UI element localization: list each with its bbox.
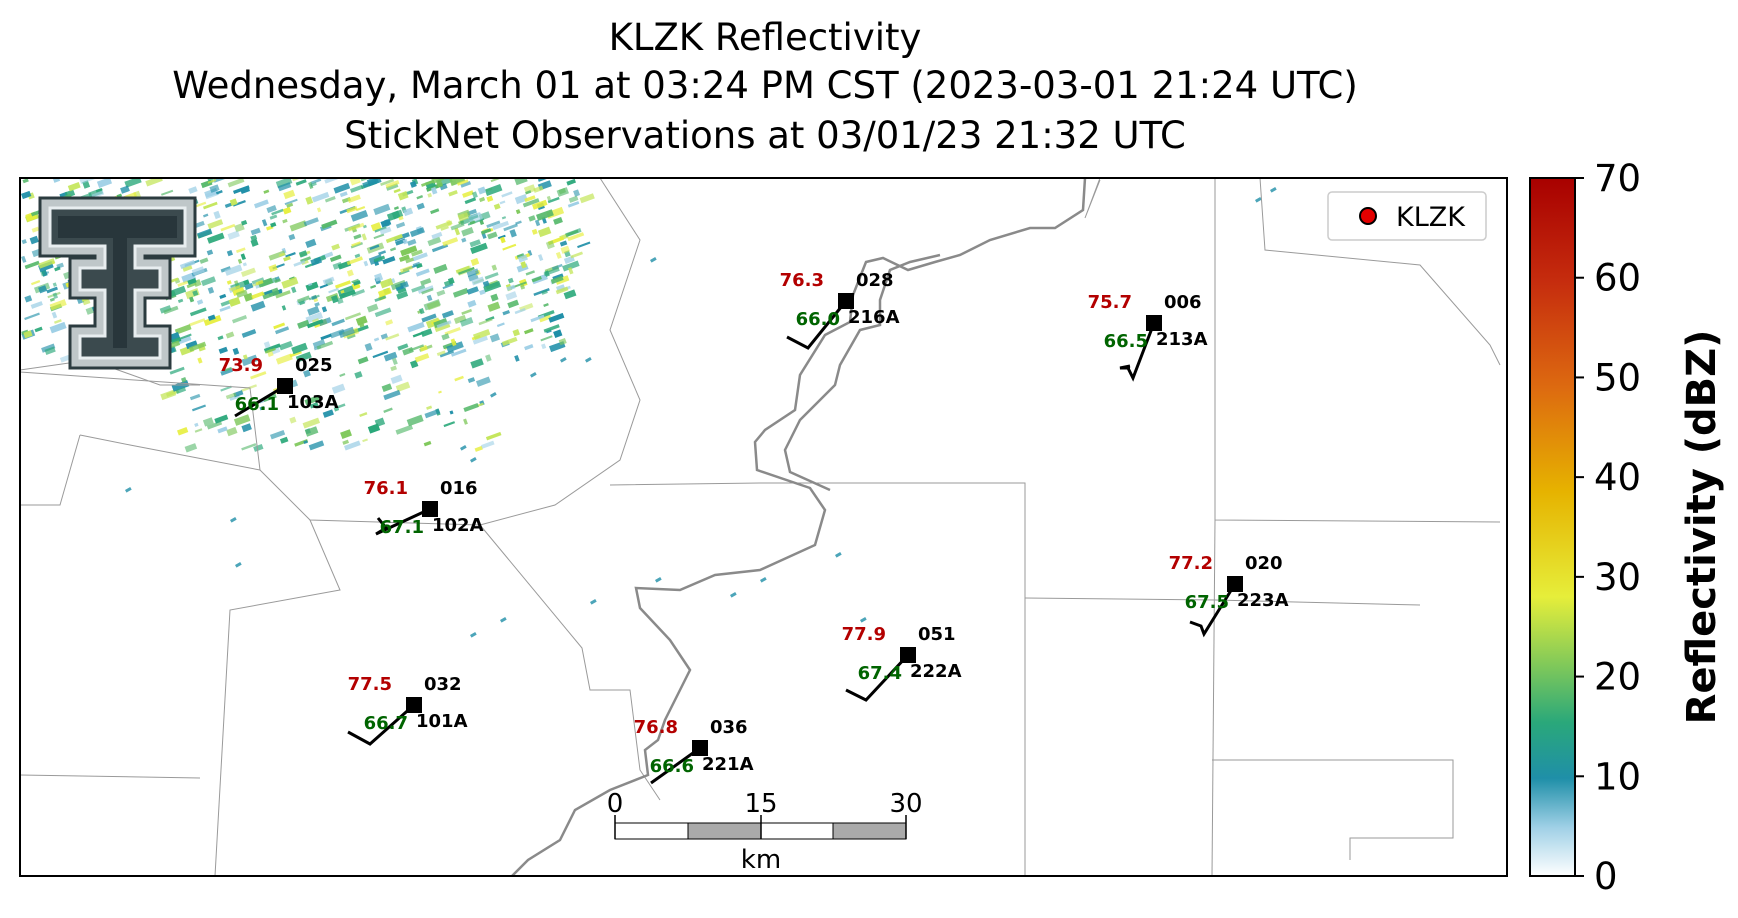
station-id: 016: [440, 478, 478, 499]
station-id: 028: [856, 270, 894, 291]
wind-barb-icon: [1119, 322, 1156, 382]
station-036: 76.8 036 66.6 221A: [634, 717, 754, 785]
scalebar-tick-0: 0: [607, 789, 624, 819]
station-temperature: 77.5: [348, 674, 392, 695]
station-dewpoint: 66.5: [1104, 331, 1148, 352]
station-id: 006: [1164, 292, 1202, 313]
station-temperature: 76.3: [780, 270, 824, 291]
station-id: 032: [424, 674, 462, 695]
station-id: 051: [918, 624, 956, 645]
station-032: 77.5 032 66.7 101A: [347, 674, 468, 746]
station-probe-id: 222A: [910, 661, 962, 682]
colorbar-tick-label: 70: [1594, 157, 1641, 200]
station-probe-id: 103A: [287, 392, 339, 413]
station-025: 73.9 025 66.1 103A: [219, 355, 339, 418]
station-id: 025: [295, 355, 333, 376]
station-dewpoint: 66.7: [364, 713, 408, 734]
map-border: [19, 177, 1508, 877]
station-probe-id: 223A: [1237, 590, 1289, 611]
station-temperature: 77.2: [1169, 553, 1213, 574]
station-marker-icon: [422, 501, 438, 517]
wind-barb-icon: [1189, 583, 1237, 638]
legend-marker-icon: [1359, 207, 1377, 225]
wind-barb-icon: [786, 300, 848, 350]
colorbar-tick-label: 60: [1594, 257, 1641, 300]
station-temperature: 73.9: [219, 355, 263, 376]
station-dewpoint: 66.1: [235, 394, 279, 415]
station-marker-icon: [406, 697, 422, 713]
wind-barb-icon: [347, 703, 415, 746]
station-marker-icon: [692, 740, 708, 756]
title-line-1: KLZK Reflectivity: [608, 16, 922, 59]
station-dewpoint: 67.5: [1185, 592, 1229, 613]
wind-barb-icon: [375, 507, 431, 536]
title-line-3: StickNet Observations at 03/01/23 21:32 …: [344, 114, 1186, 157]
station-probe-id: 101A: [416, 711, 468, 732]
scalebar-tick-30: 30: [889, 789, 922, 819]
scalebar-unit: km: [741, 845, 781, 875]
station-dewpoint: 66.6: [650, 756, 694, 777]
wind-barb-icon: [845, 653, 910, 702]
station-temperature: 76.1: [364, 478, 408, 499]
legend-label: KLZK: [1396, 202, 1466, 233]
title-line-2: Wednesday, March 01 at 03:24 PM CST (202…: [172, 64, 1358, 107]
station-020: 77.2 020 67.5 223A: [1169, 553, 1289, 638]
station-temperature: 76.8: [634, 717, 678, 738]
station-028: 76.3 028 66.0 216A: [780, 270, 900, 350]
colorbar: 70 60 50 40 30 20 10 0 Reflectivity (dBZ): [1529, 157, 1725, 898]
station-marker-icon: [900, 647, 916, 663]
colorbar-tick-label: 0: [1594, 855, 1618, 898]
wind-barb-icon: [234, 384, 286, 418]
station-marker-icon: [1146, 315, 1162, 331]
colorbar-label: Reflectivity (dBZ): [1679, 330, 1725, 725]
station-marker-icon: [838, 293, 854, 309]
station-006: 75.7 006 66.5 213A: [1088, 292, 1208, 382]
station-id: 036: [710, 717, 748, 738]
river-lines: [511, 178, 1087, 876]
colorbar-tick-label: 10: [1594, 755, 1641, 798]
station-051: 77.9 051 67.4 222A: [842, 624, 962, 702]
station-marker-icon: [1227, 576, 1243, 592]
scalebar-tick-15: 15: [744, 789, 777, 819]
legend: KLZK: [1327, 191, 1487, 241]
station-temperature: 77.9: [842, 624, 886, 645]
station-dewpoint: 67.1: [380, 517, 424, 538]
wind-barb-icon: [650, 746, 701, 785]
station-016: 76.1 016 67.1 102A: [364, 478, 484, 538]
station-probe-id: 216A: [848, 307, 900, 328]
colorbar-tick-label: 30: [1594, 556, 1641, 599]
station-dewpoint: 66.0: [796, 309, 840, 330]
station-id: 020: [1245, 553, 1283, 574]
station-probe-id: 213A: [1156, 329, 1208, 350]
station-marker-icon: [277, 378, 293, 394]
stations-layer: 73.9 025 66.1 103A 76.3 028 66.0 216A 75.7 006 66.…: [219, 270, 1289, 785]
station-probe-id: 102A: [432, 515, 484, 536]
county-boundaries: [20, 178, 1501, 876]
scale-bar: 0 15 30 km: [607, 789, 923, 875]
colorbar-tick-label: 50: [1594, 356, 1641, 399]
texas-tech-logo-icon: [38, 196, 197, 370]
station-temperature: 75.7: [1088, 292, 1132, 313]
colorbar-tick-label: 20: [1594, 656, 1641, 699]
station-probe-id: 221A: [702, 754, 754, 775]
station-dewpoint: 67.4: [858, 663, 902, 684]
colorbar-tick-label: 40: [1594, 456, 1641, 499]
